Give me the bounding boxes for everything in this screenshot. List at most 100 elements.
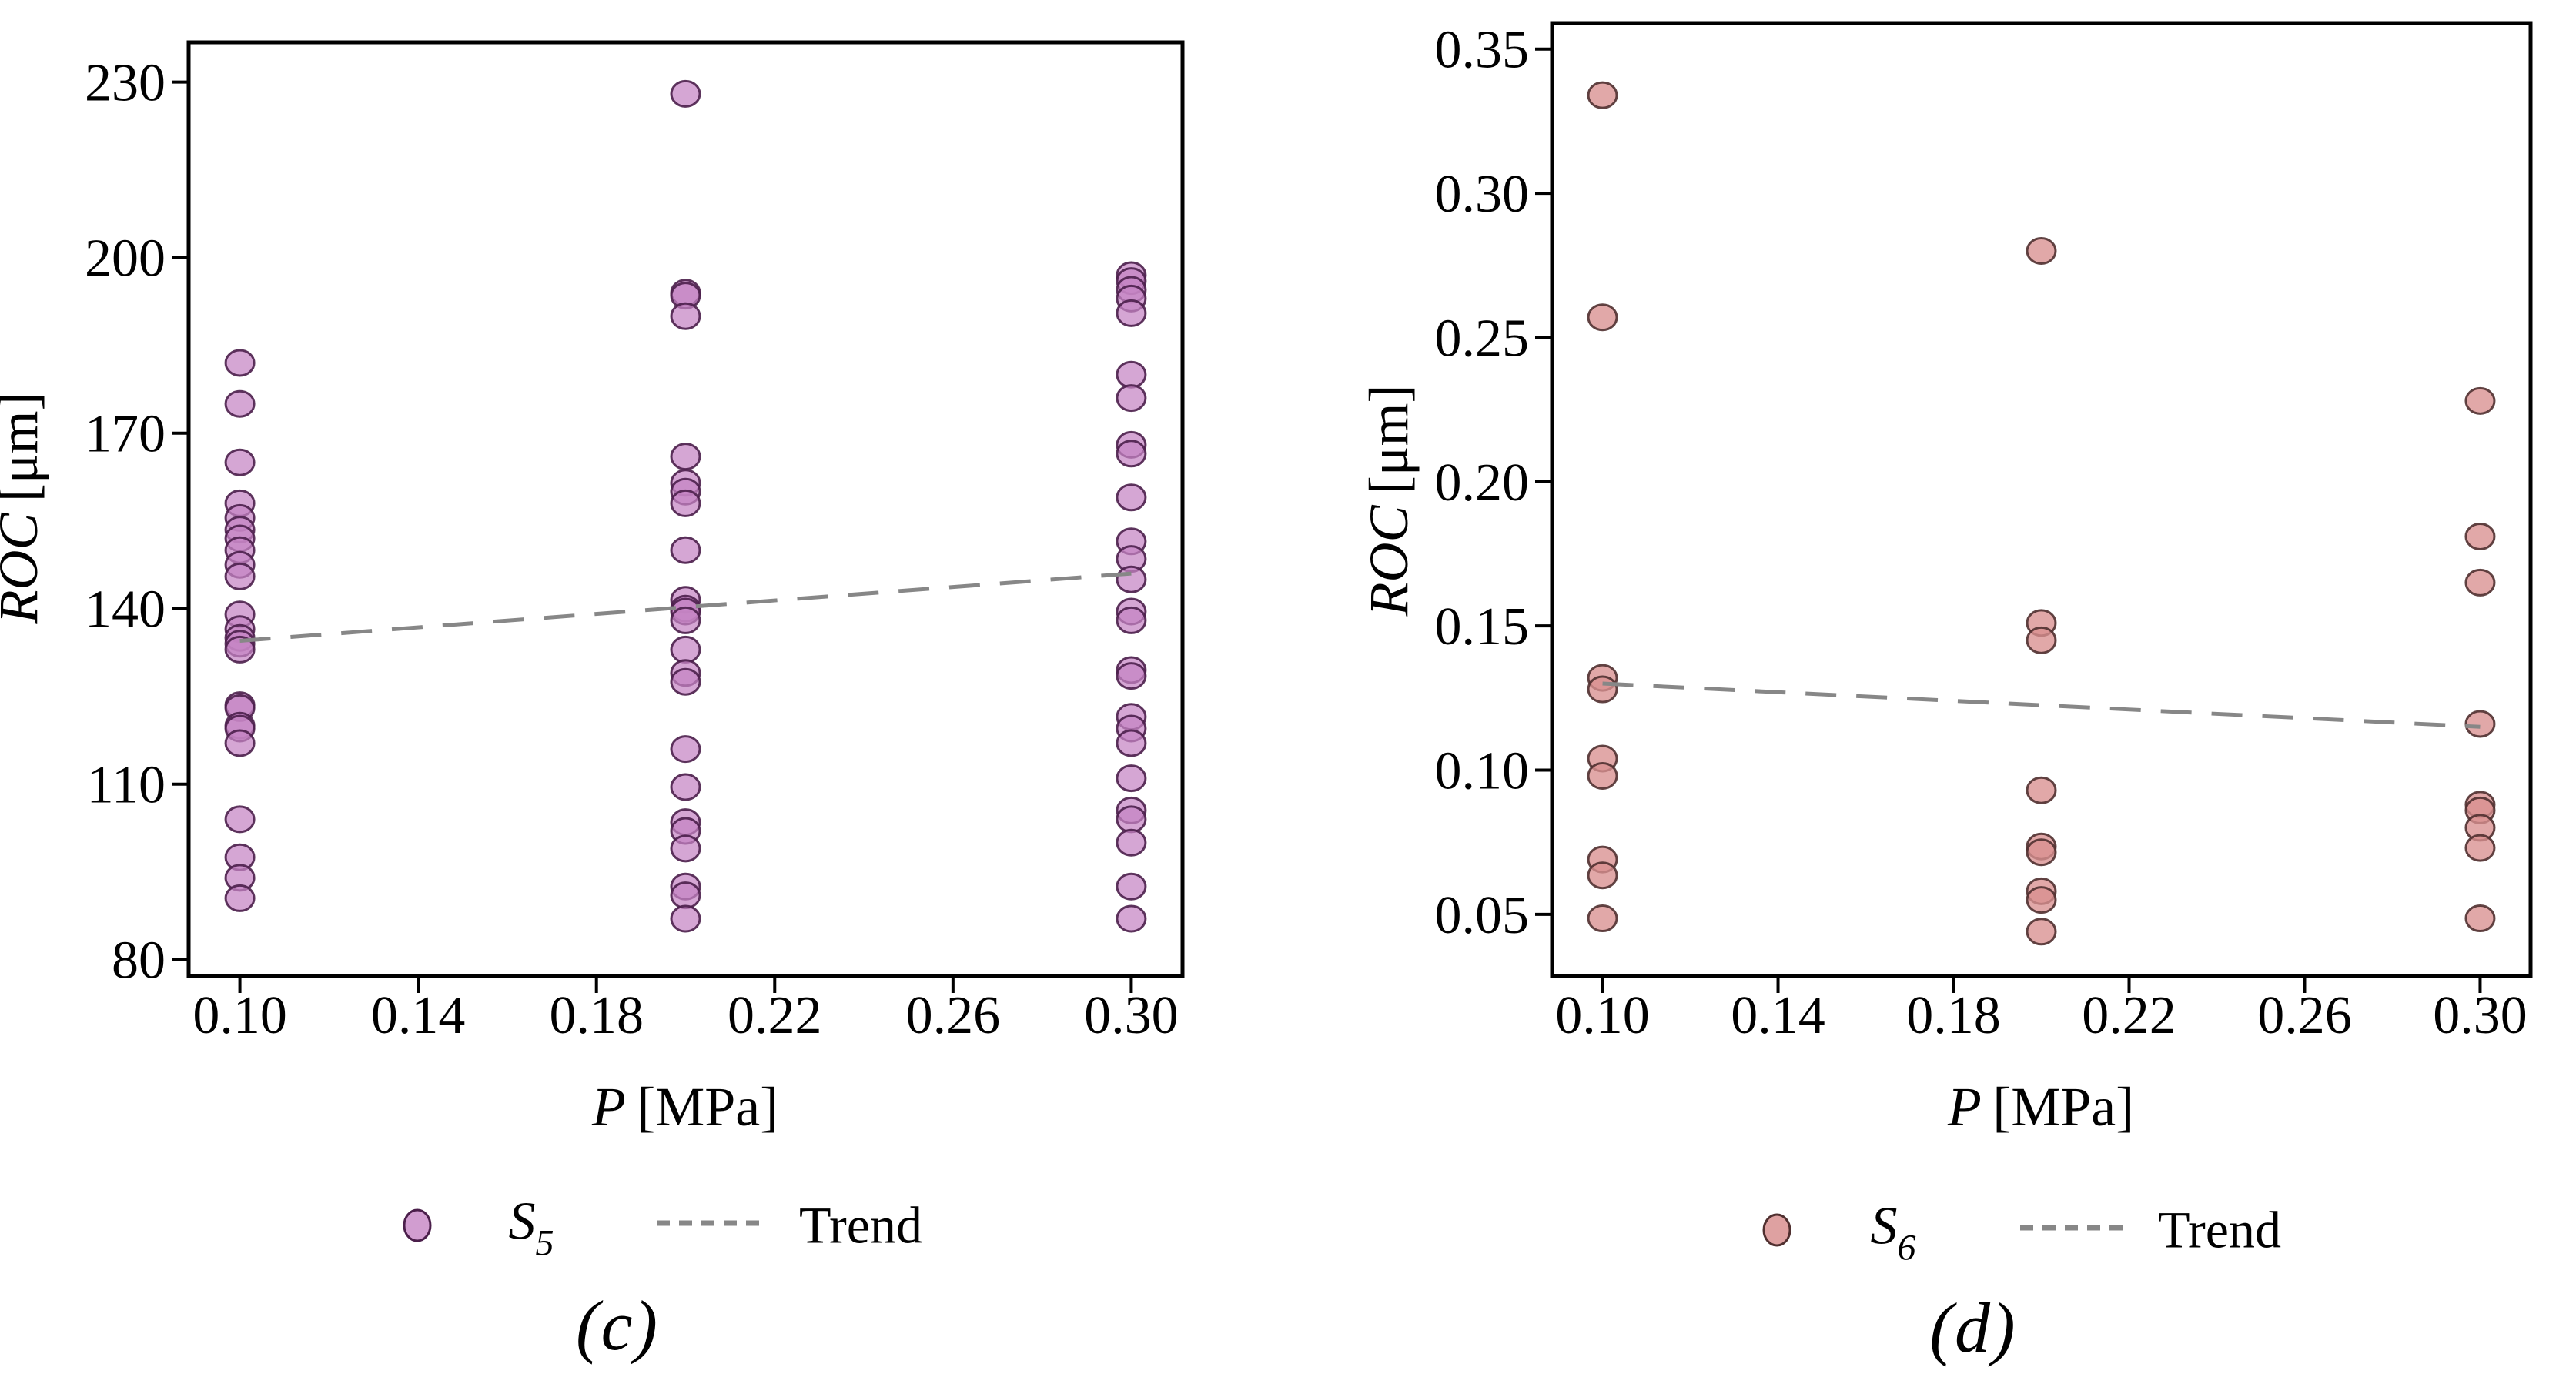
data-point (1116, 483, 1147, 512)
series-label-s6: S6 (1870, 1196, 1916, 1269)
data-point (670, 302, 701, 330)
scatter-points (224, 79, 1147, 933)
figure-panel-d: 0.10 0.14 0.18 0.22 0.26 0.30 0.35 0.30 0.25 0.20… (1288, 0, 2576, 1394)
data-point (2026, 838, 2057, 867)
data-point (670, 443, 701, 471)
caption-c: (c) (575, 1286, 660, 1365)
y-axis-label: ROC [μm] (0, 393, 49, 625)
data-point (670, 834, 701, 863)
data-point (670, 667, 701, 696)
trend-dash-icon (2019, 1223, 2128, 1232)
scatter-plot-d: 0.10 0.14 0.18 0.22 0.26 0.30 0.35 0.30 0.25 0.20… (1358, 21, 2533, 1138)
y-tick-label: 0.15 (1435, 597, 1530, 657)
x-tick-label: 0.30 (1084, 986, 1179, 1045)
figure-panel-c: 0.10 0.14 0.18 0.22 0.26 0.30 230 200 170 140 110 8… (0, 40, 1185, 1365)
series-label-s5: S5 (508, 1192, 554, 1264)
data-point (1116, 872, 1147, 901)
data-point (224, 562, 256, 590)
series-label-sub: 6 (1897, 1227, 1916, 1269)
y-tick-label: 230 (85, 54, 166, 113)
x-tick-label: 0.26 (906, 986, 1001, 1045)
data-point (224, 389, 256, 418)
caption-d: (d) (1929, 1289, 2017, 1367)
data-point (224, 729, 256, 757)
trend-label: Trend (799, 1195, 922, 1255)
x-tick-label: 0.26 (2257, 986, 2352, 1045)
data-point (1587, 761, 1618, 790)
trend-label: Trend (2158, 1200, 2281, 1259)
data-point (1587, 303, 1618, 332)
data-point (2026, 918, 2057, 946)
x-tick-label: 0.30 (2433, 986, 2527, 1045)
data-point (1116, 360, 1147, 389)
data-point (2464, 386, 2496, 415)
data-point (2464, 710, 2496, 738)
y-tick-label: 0.30 (1435, 165, 1530, 224)
scatter-plot-c: 0.10 0.14 0.18 0.22 0.26 0.30 230 200 170 140 110 8… (0, 40, 1185, 1138)
data-point (1116, 904, 1147, 933)
data-point (2026, 886, 2057, 914)
y-tick-label: 200 (85, 229, 166, 289)
s5-marker-icon (400, 1204, 435, 1247)
data-point (224, 635, 256, 664)
x-axis-label: P [MPa] (591, 1076, 778, 1138)
data-point (670, 735, 701, 764)
data-point (224, 448, 256, 476)
data-point (1116, 764, 1147, 793)
data-point (1116, 828, 1147, 857)
data-point (670, 881, 701, 910)
x-tick-label: 0.18 (549, 986, 644, 1045)
y-tick-label: 80 (112, 931, 166, 991)
s6-legend-ellipse (1762, 1213, 1791, 1247)
series-label-base: S (508, 1192, 536, 1252)
y-axis-label: ROC [μm] (1358, 385, 1420, 617)
x-axis-label: P [MPa] (1947, 1076, 2134, 1138)
data-point (670, 635, 701, 664)
data-point (670, 489, 701, 517)
data-point (224, 884, 256, 912)
data-point (670, 606, 701, 634)
x-tick-label: 0.14 (1731, 986, 1825, 1045)
series-label-sub: 5 (535, 1222, 554, 1264)
axes-frame (1550, 21, 2533, 978)
data-point (1116, 729, 1147, 757)
y-tick-label: 0.20 (1435, 453, 1530, 513)
data-point (2464, 568, 2496, 597)
x-tick-label: 0.22 (2082, 986, 2176, 1045)
y-tick-label: 0.05 (1435, 886, 1530, 945)
series-label-base: S (1870, 1196, 1898, 1256)
data-point (2464, 522, 2496, 550)
data-point (2464, 834, 2496, 862)
data-point (1116, 606, 1147, 634)
trend-dash-icon (655, 1218, 764, 1228)
y-tick-label: 140 (85, 580, 166, 640)
scatter-points (1587, 81, 2496, 946)
x-tick-label: 0.14 (371, 986, 466, 1045)
data-point (670, 536, 701, 564)
data-point (2026, 237, 2057, 266)
data-point (670, 904, 701, 933)
data-point (2026, 776, 2057, 804)
data-point (1116, 384, 1147, 413)
data-point (224, 805, 256, 834)
s5-legend-ellipse (403, 1208, 432, 1242)
x-tick-label: 0.10 (1555, 986, 1650, 1045)
data-point (1587, 81, 1618, 109)
y-tick-label: 0.35 (1435, 21, 1530, 80)
data-point (1116, 565, 1147, 593)
axes-frame (186, 40, 1185, 978)
x-tick-label: 0.10 (192, 986, 287, 1045)
trend-line (1602, 681, 2481, 729)
data-point (1116, 805, 1147, 834)
x-tick-label: 0.22 (728, 986, 822, 1045)
data-point (224, 349, 256, 377)
y-tick-label: 0.10 (1435, 741, 1530, 801)
data-point (1587, 861, 1618, 890)
data-point (670, 773, 701, 801)
x-tick-label: 0.18 (1906, 986, 2001, 1045)
s6-marker-icon (1759, 1208, 1795, 1252)
y-tick-label: 170 (85, 405, 166, 464)
data-point (1587, 675, 1618, 704)
data-point (2464, 904, 2496, 933)
